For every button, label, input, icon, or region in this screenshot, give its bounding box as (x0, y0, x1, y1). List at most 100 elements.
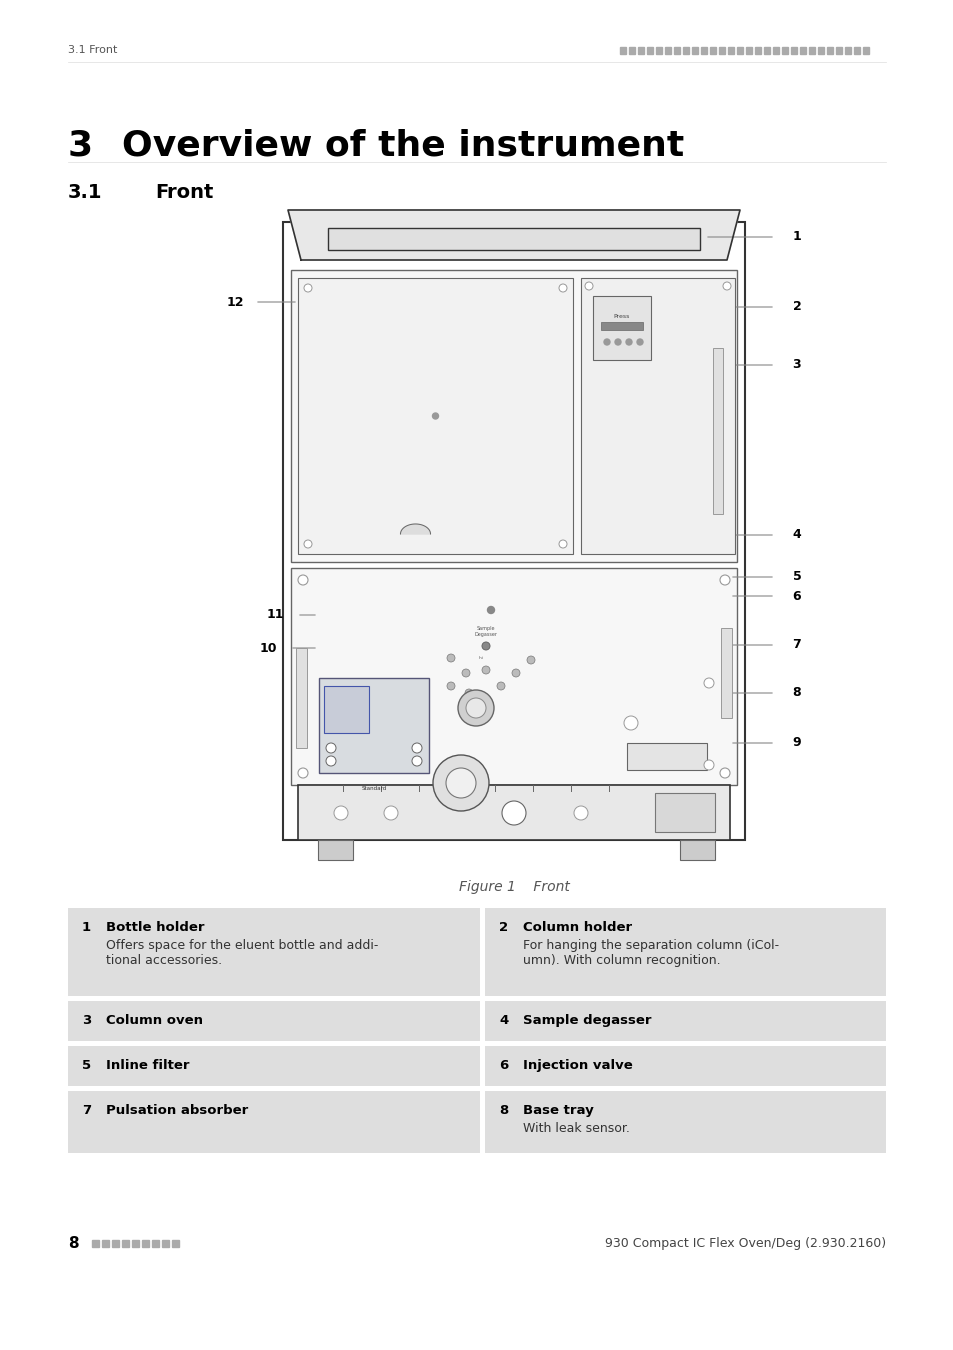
Bar (835, 46, 841, 54)
Circle shape (720, 575, 729, 585)
Bar (826, 46, 832, 54)
Circle shape (603, 339, 609, 346)
Text: 4: 4 (498, 1014, 508, 1027)
Bar (853, 46, 859, 54)
Circle shape (481, 643, 490, 649)
Text: Standard: Standard (361, 786, 386, 791)
Circle shape (465, 698, 485, 718)
Circle shape (447, 653, 455, 662)
Circle shape (326, 756, 335, 765)
Bar (142, 1239, 149, 1246)
Bar (712, 348, 722, 514)
Text: Bottle holder: Bottle holder (106, 921, 204, 934)
Circle shape (446, 768, 476, 798)
Circle shape (558, 284, 566, 292)
Bar (102, 1239, 109, 1246)
Bar (626, 743, 706, 770)
Bar (745, 46, 751, 54)
Bar (68, 1046, 479, 1085)
Circle shape (625, 339, 631, 346)
Circle shape (703, 760, 713, 770)
Circle shape (584, 282, 593, 290)
Text: 2: 2 (792, 301, 801, 313)
Text: 930 Compact IC Flex Oven/Deg (2.930.2160): 930 Compact IC Flex Oven/Deg (2.930.2160… (604, 1237, 885, 1250)
Text: 4: 4 (792, 528, 801, 541)
Bar (754, 46, 760, 54)
Bar (656, 46, 661, 54)
Bar (655, 792, 714, 832)
Text: Offers space for the eluent bottle and addi-: Offers space for the eluent bottle and a… (106, 940, 378, 952)
Bar (318, 678, 429, 774)
Text: 5: 5 (82, 1058, 91, 1072)
Circle shape (461, 670, 470, 676)
Circle shape (497, 682, 504, 690)
Text: 10: 10 (259, 641, 276, 655)
Circle shape (334, 806, 348, 819)
Circle shape (326, 743, 335, 753)
Circle shape (703, 678, 713, 688)
Bar (763, 46, 769, 54)
Bar (317, 840, 353, 860)
Bar (132, 1239, 139, 1246)
Text: Injection valve: Injection valve (522, 1058, 632, 1072)
Bar (781, 46, 787, 54)
Bar (112, 1239, 119, 1246)
Bar (800, 46, 805, 54)
Bar (484, 1000, 885, 1041)
Bar (720, 628, 731, 718)
Bar (719, 46, 724, 54)
Text: 7: 7 (82, 1104, 91, 1116)
Text: 3: 3 (792, 359, 801, 371)
Bar (700, 46, 706, 54)
Text: 1: 1 (82, 921, 91, 934)
Circle shape (623, 716, 638, 730)
Text: With leak sensor.: With leak sensor. (522, 1122, 629, 1135)
Circle shape (384, 806, 397, 819)
Circle shape (457, 690, 494, 726)
Bar (817, 46, 823, 54)
Bar (484, 1091, 885, 1153)
Bar (844, 46, 850, 54)
Text: 5: 5 (792, 571, 801, 583)
Circle shape (447, 682, 455, 690)
Text: Figure 1    Front: Figure 1 Front (458, 880, 569, 894)
Text: For hanging the separation column (iCol-: For hanging the separation column (iCol- (522, 940, 779, 952)
Text: 3: 3 (68, 128, 93, 162)
Circle shape (297, 575, 308, 585)
Bar (646, 46, 652, 54)
Circle shape (433, 755, 489, 811)
Bar (727, 46, 733, 54)
Text: 3: 3 (82, 1014, 91, 1027)
Bar (772, 46, 779, 54)
Bar (628, 46, 635, 54)
Bar (328, 228, 700, 250)
Circle shape (487, 606, 494, 613)
Bar (691, 46, 698, 54)
Circle shape (722, 282, 730, 290)
Bar (619, 46, 625, 54)
Bar (790, 46, 796, 54)
Bar (68, 1000, 479, 1041)
Bar (68, 909, 479, 996)
Circle shape (304, 540, 312, 548)
Text: Pulsation absorber: Pulsation absorber (106, 1104, 248, 1116)
Text: 6: 6 (792, 590, 801, 602)
Circle shape (501, 801, 525, 825)
Bar (808, 46, 814, 54)
Circle shape (481, 666, 490, 674)
Circle shape (558, 540, 566, 548)
Bar (162, 1239, 169, 1246)
Text: Column oven: Column oven (106, 1014, 203, 1027)
Bar (172, 1239, 179, 1246)
Polygon shape (288, 211, 740, 261)
Circle shape (304, 284, 312, 292)
Bar (862, 46, 868, 54)
Bar (122, 1239, 129, 1246)
Circle shape (464, 688, 473, 697)
Bar (737, 46, 742, 54)
Bar (709, 46, 716, 54)
Text: Front: Front (154, 182, 213, 201)
Text: umn). With column recognition.: umn). With column recognition. (522, 954, 720, 967)
Text: 2: 2 (498, 921, 508, 934)
Text: Sample degasser: Sample degasser (522, 1014, 651, 1027)
